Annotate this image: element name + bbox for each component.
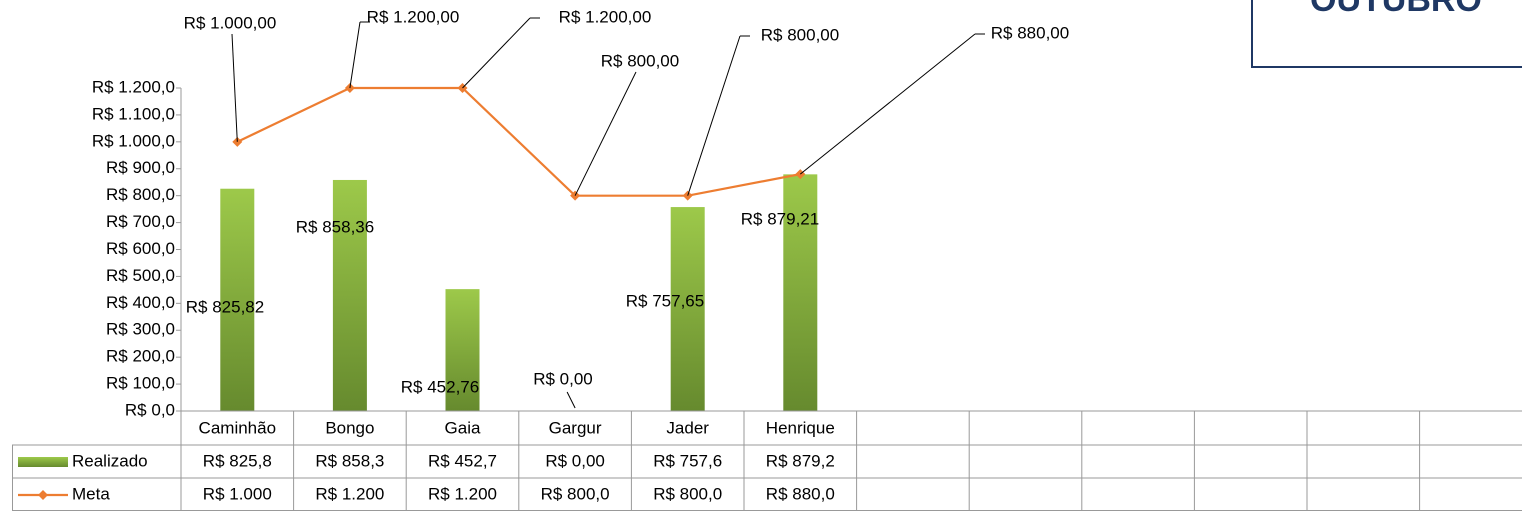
data-label: R$ 1.200,00 bbox=[559, 7, 652, 26]
bar bbox=[332, 179, 367, 411]
data-label: R$ 757,65 bbox=[626, 291, 704, 310]
table-cell: R$ 1.200 bbox=[428, 484, 497, 503]
table-cell: R$ 1.000 bbox=[203, 484, 272, 503]
y-tick-label: R$ 500,0 bbox=[106, 266, 175, 285]
leader-line bbox=[349, 21, 361, 89]
legend-label: Meta bbox=[72, 484, 110, 503]
bar bbox=[220, 188, 255, 411]
data-label: R$ 880,00 bbox=[991, 23, 1069, 42]
y-tick-label: R$ 100,0 bbox=[106, 374, 175, 393]
table-cell: R$ 757,6 bbox=[653, 451, 722, 470]
table-cell: R$ 800,0 bbox=[541, 484, 610, 503]
y-tick-label: R$ 1.200,0 bbox=[92, 77, 175, 96]
table-cell: R$ 800,0 bbox=[653, 484, 722, 503]
table-cell: R$ 858,3 bbox=[315, 451, 384, 470]
x-tick-label: Henrique bbox=[766, 418, 835, 437]
legend-swatch bbox=[18, 457, 68, 467]
x-tick-label: Bongo bbox=[325, 418, 374, 437]
x-tick-label: Jader bbox=[666, 418, 709, 437]
leader-line bbox=[231, 33, 238, 142]
table-cell: R$ 880,0 bbox=[766, 484, 835, 503]
data-label: R$ 800,00 bbox=[601, 51, 679, 70]
leader-line bbox=[566, 391, 576, 409]
bar bbox=[445, 289, 480, 411]
line bbox=[236, 86, 801, 197]
table-cell: R$ 0,00 bbox=[545, 451, 605, 470]
x-tick-label: Gaia bbox=[445, 418, 481, 437]
data-label: R$ 0,00 bbox=[533, 369, 593, 388]
y-tick-label: R$ 600,0 bbox=[106, 239, 175, 258]
leader-line bbox=[574, 71, 637, 196]
y-tick-label: R$ 1.000,0 bbox=[92, 131, 175, 150]
badge-text: OUTUBRO bbox=[1310, 0, 1482, 19]
data-label: R$ 1.000,00 bbox=[184, 13, 277, 32]
x-tick-label: Gargur bbox=[549, 418, 602, 437]
table-cell: R$ 879,2 bbox=[766, 451, 835, 470]
y-tick-label: R$ 1.100,0 bbox=[92, 104, 175, 123]
data-label: R$ 1.200,00 bbox=[367, 7, 460, 26]
table-cell: R$ 452,7 bbox=[428, 451, 497, 470]
x-tick-label: Caminhão bbox=[199, 418, 277, 437]
badge-box bbox=[1251, 0, 1522, 68]
y-tick-label: R$ 800,0 bbox=[106, 185, 175, 204]
y-tick-label: R$ 400,0 bbox=[106, 293, 175, 312]
leader-line bbox=[687, 35, 741, 196]
bar bbox=[670, 207, 705, 411]
legend-label: Realizado bbox=[72, 451, 148, 470]
table-cell: R$ 825,8 bbox=[203, 451, 272, 470]
leader-line bbox=[462, 17, 531, 89]
data-label: R$ 800,00 bbox=[761, 25, 839, 44]
table-cell: R$ 1.200 bbox=[315, 484, 384, 503]
data-label: R$ 825,82 bbox=[186, 297, 264, 316]
y-tick-label: R$ 200,0 bbox=[106, 347, 175, 366]
data-label: R$ 858,36 bbox=[296, 217, 374, 236]
y-tick-label: R$ 700,0 bbox=[106, 212, 175, 231]
legend-marker bbox=[38, 490, 48, 500]
y-tick-label: R$ 0,0 bbox=[125, 400, 175, 419]
data-label: R$ 879,21 bbox=[741, 209, 819, 228]
data-label: R$ 452,76 bbox=[401, 377, 479, 396]
y-tick-label: R$ 300,0 bbox=[106, 320, 175, 339]
bar bbox=[783, 174, 818, 411]
y-tick-label: R$ 900,0 bbox=[106, 158, 175, 177]
leader-line bbox=[799, 33, 976, 175]
